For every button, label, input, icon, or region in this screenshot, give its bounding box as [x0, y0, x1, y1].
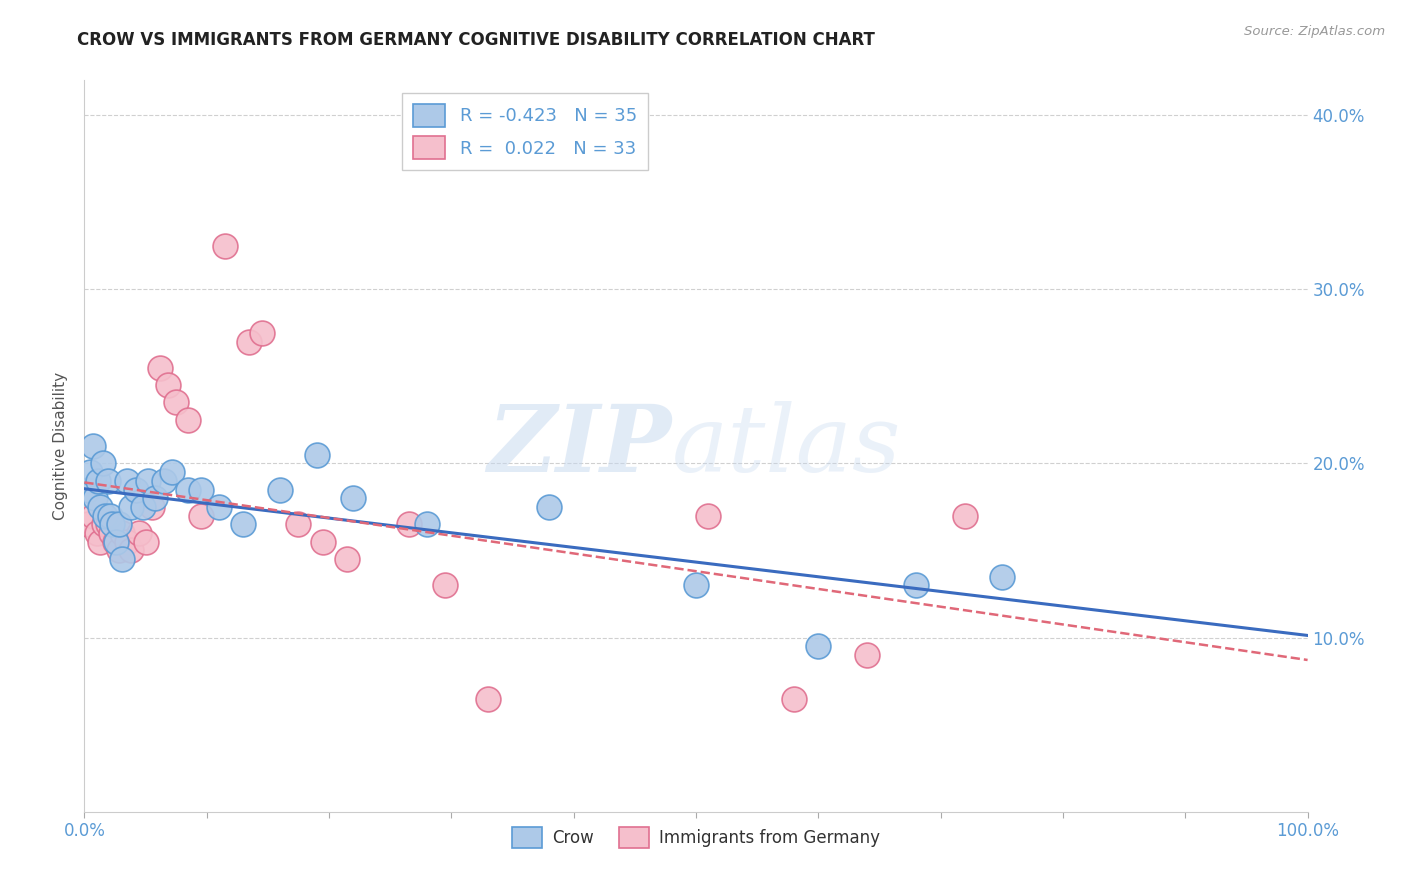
Point: [697, 508, 720, 523]
Point: [953, 508, 976, 523]
Point: [97, 474, 120, 488]
Point: [398, 517, 420, 532]
Point: [232, 517, 254, 532]
Point: [177, 413, 200, 427]
Point: [91, 457, 114, 471]
Point: [77, 517, 100, 532]
Point: [477, 691, 499, 706]
Point: [416, 517, 439, 532]
Point: [238, 334, 260, 349]
Point: [136, 474, 159, 488]
Point: [177, 483, 200, 497]
Point: [208, 500, 231, 514]
Point: [336, 552, 359, 566]
Point: [190, 483, 212, 497]
Text: Source: ZipAtlas.com: Source: ZipAtlas.com: [1244, 25, 1385, 38]
Legend: Crow, Immigrants from Germany: Crow, Immigrants from Germany: [505, 820, 887, 855]
Point: [342, 491, 364, 506]
Point: [93, 517, 115, 532]
Point: [77, 483, 100, 497]
Point: [165, 395, 187, 409]
Point: [141, 500, 163, 514]
Point: [991, 569, 1014, 583]
Point: [125, 483, 148, 497]
Point: [115, 474, 138, 488]
Point: [111, 526, 134, 541]
Point: [79, 465, 101, 479]
Y-axis label: Cognitive Disability: Cognitive Disability: [53, 372, 69, 520]
Point: [82, 508, 104, 523]
Point: [111, 552, 134, 566]
Text: ZIP: ZIP: [488, 401, 672, 491]
Point: [905, 578, 928, 592]
Point: [250, 326, 273, 340]
Point: [87, 474, 110, 488]
Point: [86, 526, 108, 541]
Point: [94, 508, 117, 523]
Point: [312, 534, 335, 549]
Point: [190, 508, 212, 523]
Point: [685, 578, 707, 592]
Point: [162, 465, 184, 479]
Text: CROW VS IMMIGRANTS FROM GERMANY COGNITIVE DISABILITY CORRELATION CHART: CROW VS IMMIGRANTS FROM GERMANY COGNITIV…: [77, 31, 875, 49]
Point: [107, 517, 129, 532]
Point: [132, 500, 155, 514]
Point: [107, 543, 129, 558]
Point: [287, 517, 309, 532]
Point: [153, 474, 176, 488]
Point: [104, 534, 127, 549]
Point: [807, 640, 830, 654]
Point: [434, 578, 457, 592]
Point: [128, 526, 150, 541]
Point: [100, 526, 122, 541]
Point: [783, 691, 806, 706]
Point: [120, 543, 142, 558]
Point: [856, 648, 879, 662]
Point: [97, 517, 120, 532]
Point: [305, 448, 328, 462]
Point: [538, 500, 561, 514]
Point: [98, 508, 121, 523]
Point: [84, 491, 107, 506]
Point: [214, 238, 236, 252]
Point: [82, 439, 104, 453]
Point: [143, 491, 166, 506]
Point: [89, 500, 111, 514]
Point: [156, 378, 179, 392]
Point: [105, 534, 128, 549]
Point: [101, 517, 124, 532]
Point: [115, 534, 138, 549]
Point: [120, 500, 142, 514]
Text: atlas: atlas: [672, 401, 901, 491]
Point: [89, 534, 111, 549]
Point: [149, 360, 172, 375]
Point: [135, 534, 157, 549]
Point: [269, 483, 291, 497]
